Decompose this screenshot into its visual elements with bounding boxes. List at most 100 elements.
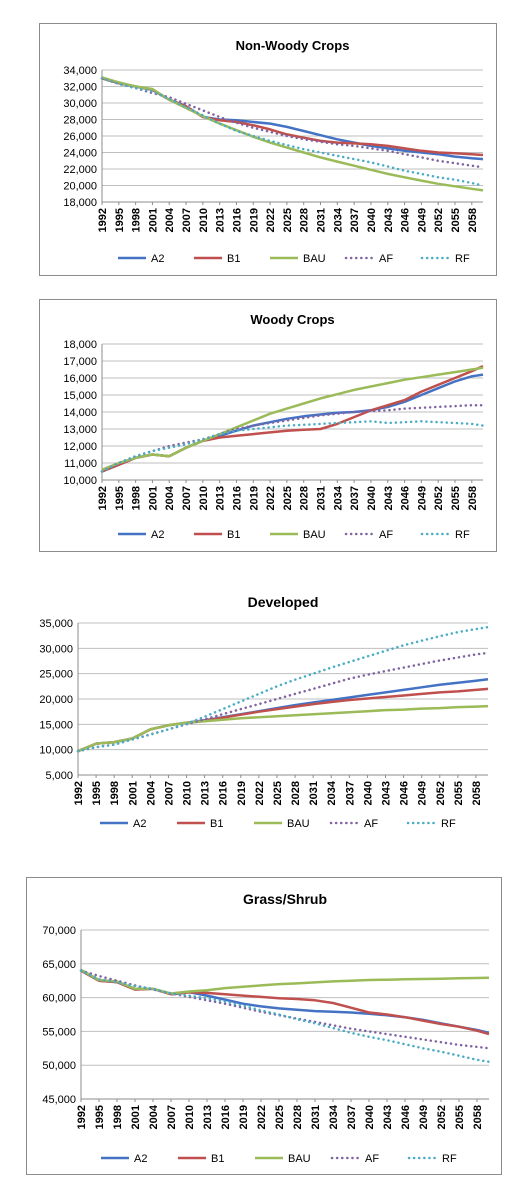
x-tick-label: 2001 <box>147 486 159 510</box>
y-tick-label: 22,000 <box>63 164 97 176</box>
y-tick-label: 11,000 <box>64 458 97 470</box>
x-tick-label: 2037 <box>346 1105 358 1129</box>
x-tick-label: 2046 <box>400 486 412 510</box>
y-tick-label: 50,000 <box>42 1060 76 1072</box>
x-tick-label: 1998 <box>109 781 121 805</box>
series-line-bau <box>101 366 484 471</box>
y-tick-label: 15,000 <box>63 390 97 402</box>
series-line-af <box>100 403 485 473</box>
x-tick-label: 1992 <box>73 781 85 805</box>
y-tick-label: 34,000 <box>63 65 97 77</box>
x-tick-label: 1992 <box>97 208 109 232</box>
y-tick-label: 17,000 <box>63 356 97 368</box>
y-tick-label: 35,000 <box>39 618 73 630</box>
x-tick-label: 2028 <box>299 208 311 232</box>
y-tick-label: 30,000 <box>39 643 73 655</box>
series-line-bau <box>80 968 490 995</box>
legend-label-b1: B1 <box>210 818 223 830</box>
x-tick-label: 2058 <box>467 208 479 232</box>
legend-label-a2: A2 <box>134 1153 147 1165</box>
x-tick-label: 2013 <box>202 1105 214 1129</box>
x-tick-label: 2004 <box>164 207 176 232</box>
chart-title: Developed <box>248 594 319 610</box>
legend-label-af: AF <box>364 818 378 830</box>
x-tick-label: 2043 <box>383 486 395 510</box>
x-tick-label: 2040 <box>362 781 374 805</box>
x-tick-label: 1995 <box>114 208 126 232</box>
x-tick-label: 2055 <box>454 1105 466 1129</box>
x-tick-label: 1992 <box>97 486 109 510</box>
x-tick-label: 2037 <box>349 486 361 510</box>
x-tick-label: 2004 <box>164 485 176 510</box>
x-tick-label: 1998 <box>112 1105 124 1129</box>
y-tick-label: 14,000 <box>63 407 97 419</box>
y-tick-label: 26,000 <box>63 131 97 143</box>
x-tick-label: 2058 <box>471 781 483 805</box>
x-tick-label: 2013 <box>200 781 212 805</box>
y-tick-label: 12,000 <box>63 441 97 453</box>
x-tick-label: 2028 <box>292 1105 304 1129</box>
x-tick-label: 2055 <box>453 781 465 805</box>
x-tick-label: 2013 <box>215 208 227 232</box>
x-tick-label: 1992 <box>76 1105 88 1129</box>
chart-developed: Developed 5,000 10,000 15,000 20,000 25,000 30… <box>39 594 490 830</box>
legend-label-rf: RF <box>455 529 470 541</box>
series-line-rf <box>100 420 485 473</box>
y-tick-label: 10,000 <box>39 745 73 757</box>
x-tick-label: 2022 <box>265 208 277 232</box>
series-line-af <box>76 651 490 753</box>
x-tick-label: 1995 <box>114 486 126 510</box>
x-tick-label: 2016 <box>231 486 243 510</box>
x-tick-label: 2022 <box>265 486 277 510</box>
y-tick-label: 70,000 <box>42 925 76 937</box>
x-tick-label: 2022 <box>256 1105 268 1129</box>
y-tick-label: 45,000 <box>42 1094 76 1106</box>
legend-label-rf: RF <box>442 1153 457 1165</box>
legend-label-rf: RF <box>441 818 456 830</box>
x-tick-label: 2052 <box>436 1105 448 1129</box>
chart-title: Grass/Shrub <box>243 891 327 907</box>
chart-panel-grass-shrub: Grass/Shrub 45,000 50,000 55,000 60,000 65,00… <box>26 877 502 1175</box>
x-tick-label: 2019 <box>238 1105 250 1129</box>
y-tick-label: 18,000 <box>63 197 97 209</box>
series-line-bau <box>77 704 489 753</box>
y-tick-label: 18,000 <box>63 339 97 351</box>
x-tick-label: 2058 <box>467 486 479 510</box>
x-tick-label: 2007 <box>166 1105 178 1129</box>
x-tick-label: 2034 <box>328 1104 340 1129</box>
x-tick-label: 2016 <box>218 781 230 805</box>
y-tick-label: 20,000 <box>39 694 73 706</box>
legend-label-a2: A2 <box>133 818 146 830</box>
x-tick-label: 2004 <box>145 780 157 805</box>
series-line-rf <box>79 969 491 1064</box>
series-line-b1 <box>101 77 484 157</box>
x-tick-label: 2007 <box>181 486 193 510</box>
x-tick-label: 2001 <box>130 1105 142 1129</box>
legend-label-bau: BAU <box>303 529 326 541</box>
series-line-b1 <box>77 687 489 753</box>
x-tick-label: 2055 <box>450 208 462 232</box>
y-tick-label: 13,000 <box>63 424 97 436</box>
legend-label-af: AF <box>365 1153 379 1165</box>
y-tick-label: 28,000 <box>63 115 97 127</box>
y-tick-label: 20,000 <box>63 181 97 193</box>
x-tick-label: 2019 <box>248 208 260 232</box>
x-tick-label: 2043 <box>382 1105 394 1129</box>
x-tick-label: 2025 <box>282 208 294 232</box>
x-tick-label: 2022 <box>254 781 266 805</box>
x-tick-label: 2031 <box>316 486 328 510</box>
x-tick-label: 2031 <box>316 208 328 232</box>
x-tick-label: 2001 <box>147 208 159 232</box>
x-tick-label: 2025 <box>282 486 294 510</box>
x-tick-label: 1995 <box>91 781 103 805</box>
x-tick-label: 1998 <box>131 486 143 510</box>
legend-label-rf: RF <box>455 253 470 265</box>
x-tick-label: 2049 <box>418 1105 430 1129</box>
x-tick-label: 2013 <box>215 486 227 510</box>
legend-label-bau: BAU <box>303 253 326 265</box>
x-tick-label: 2052 <box>433 486 445 510</box>
series-line-bau <box>101 76 484 192</box>
x-tick-label: 2010 <box>184 1105 196 1129</box>
chart-panel-non-woody-crops: Non-Woody Crops 18,000 20,000 22,000 24,000 2… <box>39 23 497 276</box>
y-tick-label: 25,000 <box>39 669 73 681</box>
